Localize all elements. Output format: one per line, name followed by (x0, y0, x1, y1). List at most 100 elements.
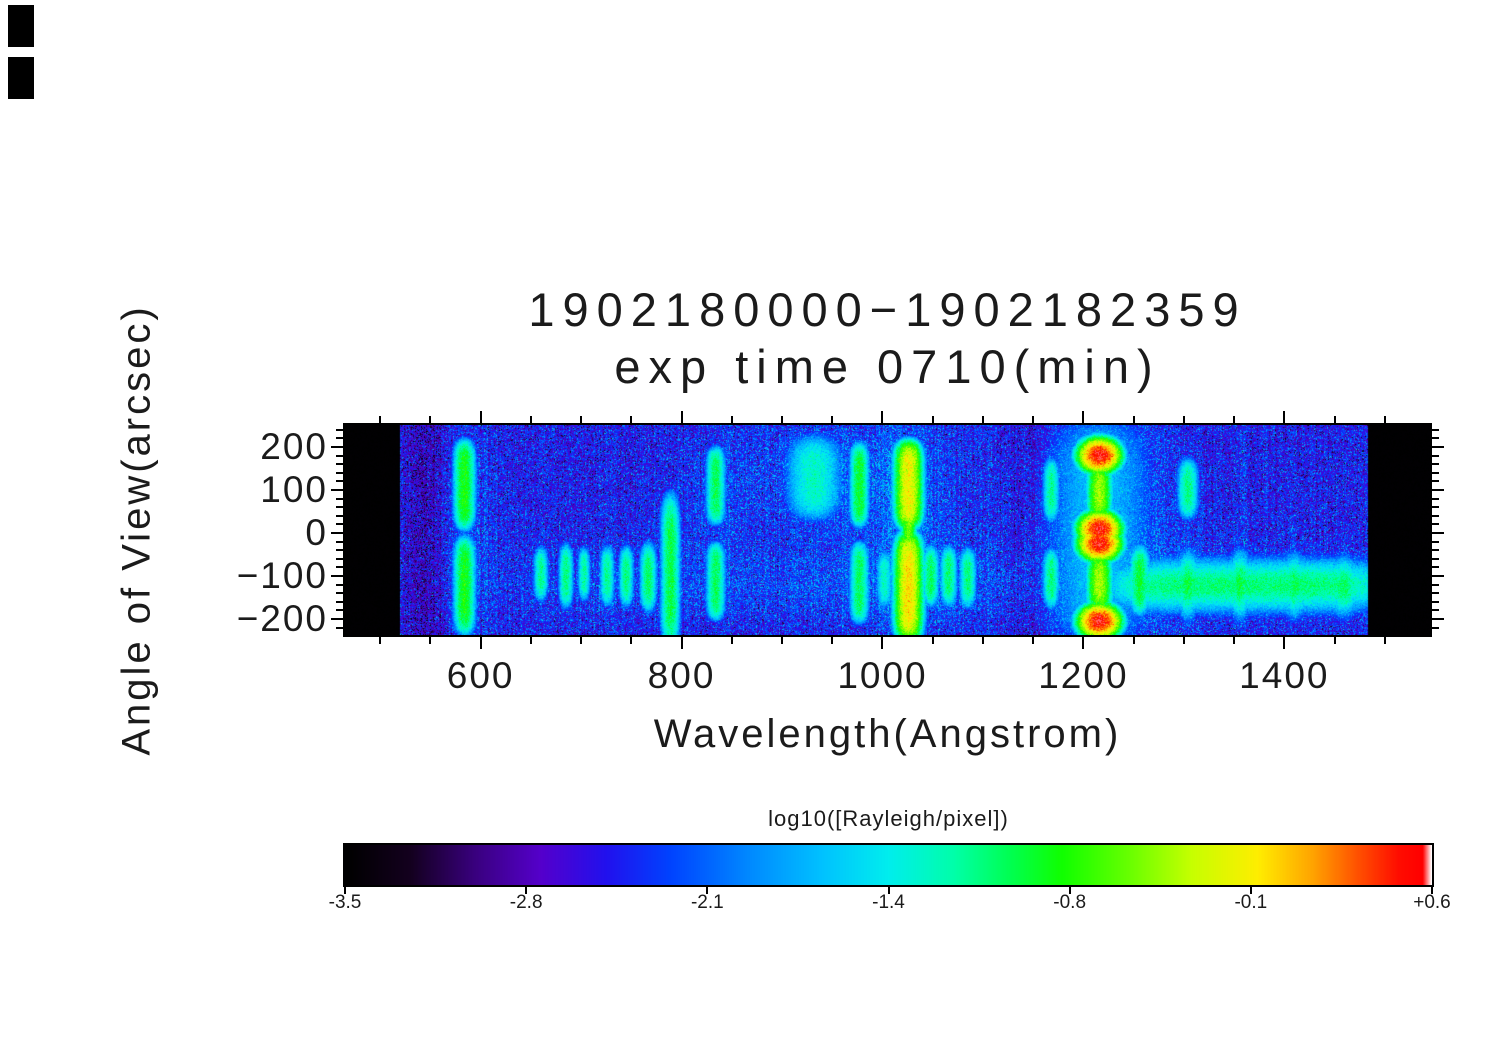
x-major-tick-bottom (1283, 637, 1286, 649)
y-minor-tick-left (336, 600, 343, 603)
y-minor-tick-right (1432, 506, 1439, 509)
y-major-tick-right (1432, 618, 1444, 621)
x-minor-tick-top (379, 416, 382, 423)
colorbar-tick-label: -1.4 (872, 892, 905, 913)
x-minor-tick-top (781, 416, 783, 423)
y-major-tick-left (331, 618, 343, 621)
y-minor-tick-right (1432, 497, 1439, 500)
colorbar-canvas (345, 845, 1432, 885)
x-minor-tick-bottom (580, 637, 583, 644)
colorbar-tick-label: -0.8 (1053, 892, 1087, 913)
x-minor-tick-bottom (1233, 637, 1236, 644)
title-line-1: 1902180000−1902182359 (528, 283, 1247, 336)
x-minor-tick-bottom (1383, 637, 1386, 644)
x-minor-tick-top (1233, 416, 1236, 423)
y-minor-tick-right (1432, 428, 1439, 431)
x-major-tick-top (479, 411, 482, 423)
x-minor-tick-bottom (429, 637, 432, 644)
y-minor-tick-right (1432, 480, 1439, 483)
colorbar-tick (525, 887, 528, 894)
y-minor-tick-right (1432, 471, 1439, 474)
y-minor-tick-left (336, 480, 343, 483)
screen-artifact-2 (8, 57, 34, 99)
x-minor-tick-top (529, 416, 532, 423)
y-minor-tick-left (336, 463, 343, 466)
x-minor-tick-top (1383, 416, 1386, 423)
y-minor-tick-left (336, 523, 343, 526)
y-tick-label: −100 (236, 555, 328, 597)
colorbar-frame (343, 843, 1434, 887)
colorbar-tick-label: -2.8 (509, 892, 543, 913)
colorbar-tick (344, 887, 346, 894)
x-minor-tick-bottom (1032, 637, 1035, 644)
x-minor-tick-bottom (730, 637, 733, 644)
x-major-tick-top (881, 411, 884, 423)
x-major-tick-top (1283, 411, 1286, 423)
y-major-tick-right (1432, 532, 1444, 534)
colorbar-tick-label: +0.6 (1413, 892, 1451, 913)
x-axis-title: Wavelength(Angstrom) (653, 712, 1122, 756)
x-minor-tick-bottom (1182, 637, 1185, 644)
y-minor-tick-left (336, 514, 343, 517)
x-minor-tick-bottom (1132, 637, 1135, 644)
y-minor-tick-left (336, 506, 343, 509)
colorbar-tick-label: -0.1 (1234, 892, 1268, 913)
x-major-tick-top (1082, 411, 1085, 423)
y-minor-tick-left (336, 471, 343, 474)
x-tick-label: 1400 (1239, 655, 1330, 696)
y-minor-tick-left (336, 626, 343, 629)
y-minor-tick-right (1432, 540, 1439, 543)
x-tick-label: 1200 (1038, 655, 1129, 696)
colorbar-tick (1249, 887, 1252, 894)
x-major-tick-bottom (479, 637, 482, 649)
y-major-tick-left (331, 488, 343, 491)
x-minor-tick-bottom (630, 637, 633, 644)
y-minor-tick-left (336, 540, 343, 543)
y-tick-label: 0 (305, 512, 328, 553)
colorbar-tick (887, 887, 890, 894)
y-minor-tick-right (1432, 557, 1439, 560)
y-tick-label: 100 (260, 468, 328, 510)
x-minor-tick-top (429, 416, 432, 423)
x-major-tick-bottom (1082, 637, 1085, 649)
colorbar-tick-label: -3.5 (328, 892, 362, 913)
x-minor-tick-top (1182, 416, 1185, 423)
x-tick-label: 1000 (837, 655, 928, 696)
x-minor-tick-bottom (981, 637, 984, 644)
y-major-tick-left (331, 445, 343, 448)
y-minor-tick-right (1432, 583, 1439, 586)
y-major-tick-right (1432, 445, 1444, 448)
y-major-tick-left (331, 575, 343, 578)
x-tick-label: 800 (647, 655, 716, 696)
x-major-tick-bottom (680, 637, 683, 649)
title-line-2: exp time 0710(min) (614, 340, 1161, 393)
x-major-tick-bottom (881, 637, 884, 649)
x-minor-tick-top (1132, 416, 1135, 423)
colorbar-tick (706, 887, 709, 894)
y-minor-tick-left (336, 609, 343, 612)
colorbar-tick-label: -2.1 (690, 892, 724, 913)
plot-title: 1902180000−1902182359 exp time 0710(min) (345, 281, 1430, 395)
colorbar-tick (1068, 887, 1071, 894)
y-major-tick-right (1432, 575, 1444, 578)
x-major-tick-top (680, 411, 683, 423)
spectrum-heatmap-canvas (345, 425, 1430, 635)
x-minor-tick-bottom (931, 637, 934, 644)
y-minor-tick-right (1432, 600, 1439, 603)
y-minor-tick-right (1432, 437, 1439, 440)
y-tick-label: −200 (236, 598, 328, 640)
x-minor-tick-top (730, 416, 733, 423)
y-minor-tick-left (336, 549, 343, 552)
y-major-tick-left (331, 532, 343, 534)
colorbar-label: log10([Rayleigh/pixel]) (768, 806, 1009, 831)
y-minor-tick-left (336, 454, 343, 457)
y-minor-tick-right (1432, 514, 1439, 517)
y-major-tick-right (1432, 488, 1444, 491)
x-minor-tick-top (1333, 416, 1336, 423)
x-minor-tick-top (630, 416, 633, 423)
y-minor-tick-right (1432, 592, 1439, 595)
x-minor-tick-bottom (529, 637, 532, 644)
y-minor-tick-right (1432, 523, 1439, 526)
x-minor-tick-top (931, 416, 934, 423)
